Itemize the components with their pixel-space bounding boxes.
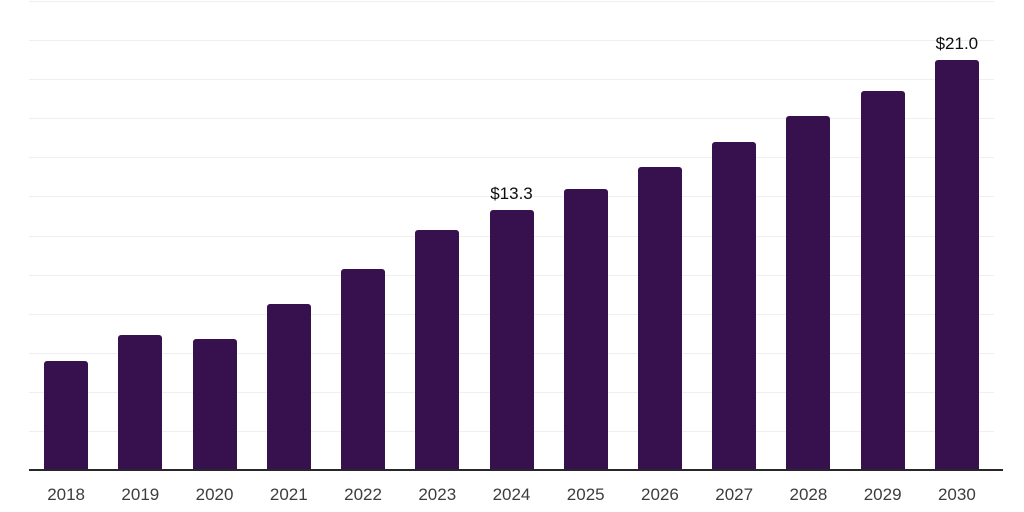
gridline-24 xyxy=(29,1,994,2)
x-tick-label-2019: 2019 xyxy=(121,485,160,504)
x-axis-line xyxy=(29,469,1003,471)
data-label-2030: $21.0 xyxy=(935,33,979,53)
x-tick-label-2029: 2029 xyxy=(863,485,902,504)
x-tick-label-2025: 2025 xyxy=(566,485,605,504)
bar-2027 xyxy=(712,141,757,470)
x-tick-label-2020: 2020 xyxy=(195,485,234,504)
bar-2018 xyxy=(44,360,89,470)
bar-2025 xyxy=(563,188,608,470)
x-tick-label-2021: 2021 xyxy=(269,485,308,504)
gridline-14 xyxy=(29,196,994,198)
bar-2026 xyxy=(637,167,682,470)
bar-2023 xyxy=(415,229,460,470)
bar-2021 xyxy=(266,303,311,470)
x-tick-label-2030: 2030 xyxy=(937,485,976,504)
x-tick-label-2028: 2028 xyxy=(789,485,828,504)
data-label-2024: $13.3 xyxy=(490,184,533,204)
x-tick-label-2027: 2027 xyxy=(715,485,754,504)
bar-2028 xyxy=(786,116,831,470)
gridline-22 xyxy=(29,40,994,42)
x-tick-label-2018: 2018 xyxy=(47,485,86,504)
bar-2022 xyxy=(341,268,386,470)
bar-2020 xyxy=(192,339,237,470)
x-tick-label-2026: 2026 xyxy=(641,485,679,504)
bar-2030 xyxy=(934,59,979,470)
bar-2024 xyxy=(489,210,534,470)
x-tick-label-2022: 2022 xyxy=(344,485,382,504)
x-tick-label-2024: 2024 xyxy=(492,485,531,504)
bar-2019 xyxy=(118,335,163,470)
bar-2029 xyxy=(860,90,905,470)
gridline-18 xyxy=(29,118,994,120)
x-tick-label-2023: 2023 xyxy=(418,485,457,504)
gridline-20 xyxy=(29,79,994,81)
gridline-16 xyxy=(29,157,994,159)
